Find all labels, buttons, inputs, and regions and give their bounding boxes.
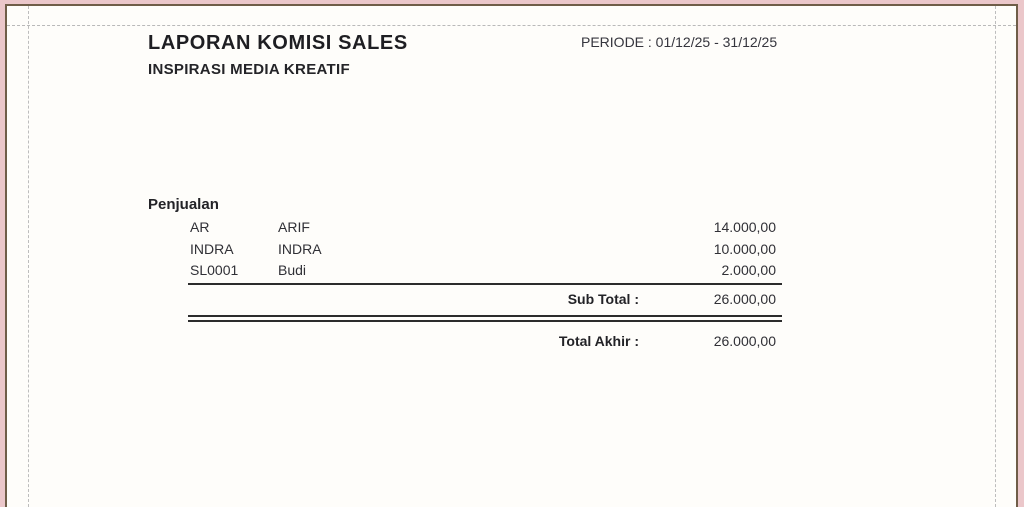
sales-amount: 14.000,00 [713,219,776,235]
grand-total-value: 26.000,00 [713,333,776,349]
table-row: AR ARIF 14.000,00 [7,219,1016,236]
table-row: SL0001 Budi 2.000,00 [7,262,1016,279]
company-name: INSPIRASI MEDIA KREATIF [148,61,350,78]
subtotal-value: 26.000,00 [713,291,776,307]
sales-code: AR [190,219,210,235]
sales-code: INDRA [190,241,234,257]
report-title: LAPORAN KOMISI SALES [148,32,408,54]
grand-total-rule [188,315,782,322]
report-preview-page: LAPORAN KOMISI SALES INSPIRASI MEDIA KRE… [5,4,1018,507]
period-label: PERIODE : 01/12/25 - 31/12/25 [581,34,778,50]
section-label-penjualan: Penjualan [148,196,219,213]
sales-name: Budi [278,262,307,278]
print-margin-guide-top [7,25,1016,26]
sales-amount: 10.000,00 [713,241,776,257]
sales-code: SL0001 [190,262,239,278]
grand-total-label: Total Akhir : [558,333,639,349]
table-row: INDRA INDRA 10.000,00 [7,241,1016,258]
sales-name: ARIF [278,219,310,235]
print-margin-guide-left [28,6,29,507]
subtotal-rule [188,283,782,285]
sales-name: INDRA [278,241,322,257]
subtotal-label: Sub Total : [567,291,639,307]
print-margin-guide-right [995,6,996,507]
grand-total-row: Total Akhir : 26.000,00 [7,333,1016,350]
sales-amount: 2.000,00 [721,262,777,278]
subtotal-row: Sub Total : 26.000,00 [7,291,1016,308]
